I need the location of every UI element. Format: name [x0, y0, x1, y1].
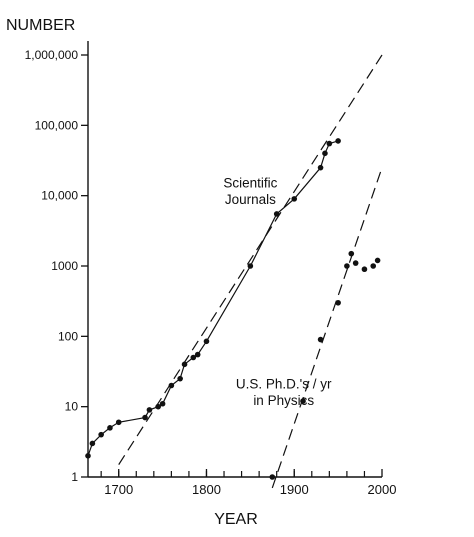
- data-point-physics_phds: [374, 257, 381, 264]
- data-point-physics_phds: [370, 263, 377, 269]
- data-point-journals: [85, 453, 91, 459]
- data-point-physics_phds: [352, 260, 359, 266]
- y-tick-label: 100: [58, 329, 78, 343]
- data-point-journals: [203, 338, 210, 345]
- data-point-physics_phds: [348, 250, 355, 257]
- data-point-journals: [247, 263, 254, 269]
- data-point-journals: [194, 351, 201, 358]
- annotation-1: U.S. Ph.D.'s / yr in Physics: [236, 377, 332, 408]
- y-tick-label: 1: [71, 470, 78, 484]
- data-point-journals: [273, 211, 280, 217]
- y-tick-label: 10,000: [41, 189, 78, 203]
- data-point-journals: [322, 150, 328, 157]
- data-point-physics_phds: [344, 263, 350, 269]
- annotation-line: in Physics: [253, 393, 314, 408]
- annotation-line: Journals: [225, 192, 276, 207]
- x-axis-title: YEAR: [214, 511, 258, 528]
- y-tick-label: 10: [65, 400, 79, 414]
- x-tick-label: 1900: [280, 482, 309, 497]
- annotation-line: Scientific: [223, 176, 277, 191]
- data-point-journals: [98, 431, 104, 438]
- data-point-physics_phds: [335, 299, 341, 306]
- data-point-journals: [155, 403, 162, 410]
- x-tick-label: 1700: [104, 482, 133, 497]
- data-point-journals: [291, 196, 298, 202]
- data-point-journals: [89, 440, 96, 447]
- data-point-physics_phds: [317, 336, 324, 343]
- trend-line-journals: [118, 54, 383, 465]
- trend-line-physics_phds: [271, 167, 383, 489]
- journals-connector: [87, 140, 339, 457]
- x-tick-label: 1800: [192, 482, 221, 497]
- data-point-journals: [142, 414, 148, 421]
- series-connectors: [87, 140, 339, 457]
- data-point-journals: [326, 140, 333, 147]
- trend-lines: [118, 54, 383, 489]
- data-point-physics_phds: [269, 474, 276, 480]
- annotation-0: Scientific Journals: [223, 176, 277, 207]
- data-point-journals: [335, 138, 341, 144]
- data-point-journals: [115, 419, 122, 426]
- y-axis-title: NUMBER: [6, 17, 75, 34]
- data-point-journals: [159, 400, 166, 407]
- x-tick-label: 2000: [368, 482, 397, 497]
- data-point-journals: [181, 361, 188, 368]
- tick-group: 1 10 100 1000 10,000 100,000 1,000,000 1700 1800…: [25, 48, 397, 497]
- y-tick-label: 100,000: [35, 118, 79, 132]
- data-point-journals: [146, 407, 153, 413]
- plot-area: 1 10 100 1000 10,000 100,000 1,000,000 1700 1800…: [25, 41, 397, 497]
- y-tick-label: 1,000,000: [25, 48, 79, 62]
- data-point-physics_phds: [300, 398, 306, 404]
- data-points: [85, 138, 381, 480]
- data-point-journals: [317, 164, 324, 171]
- data-point-journals: [168, 382, 175, 389]
- y-tick-label: 1000: [51, 259, 78, 273]
- annotation-line: U.S. Ph.D.'s / yr: [236, 377, 332, 392]
- data-point-journals: [190, 354, 197, 361]
- data-point-physics_phds: [361, 266, 368, 273]
- annotations: Scientific Journals U.S. Ph.D.'s / yr in Ph…: [223, 176, 332, 408]
- data-point-journals: [107, 425, 113, 431]
- data-point-journals: [177, 375, 183, 382]
